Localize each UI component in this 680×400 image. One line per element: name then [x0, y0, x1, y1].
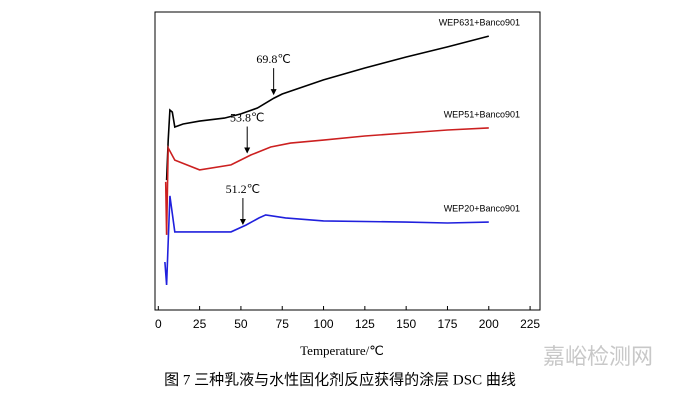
x-tick-label: 125: [355, 317, 375, 331]
x-tick-label: 25: [193, 317, 207, 331]
x-tick-label: 200: [479, 317, 499, 331]
x-tick-label: 0: [155, 317, 162, 331]
series-line: [164, 127, 489, 235]
x-tick-label: 225: [520, 317, 540, 331]
annotation-label: 53.8℃: [230, 110, 264, 124]
annotation-label: 69.8℃: [256, 52, 290, 66]
plot-frame: [154, 11, 541, 311]
series-label: WEP20+Banco901: [444, 203, 520, 213]
arrow-head: [270, 89, 277, 96]
watermark: 嘉峪检测网: [543, 345, 653, 370]
series-label: WEP51+Banco901: [444, 109, 520, 119]
x-tick-label: 50: [234, 317, 248, 331]
x-tick-label: 175: [437, 317, 457, 331]
caption: 图 7 三种乳液与水性固化剂反应获得的涂层 DSC 曲线: [164, 370, 516, 388]
x-tick-label: 100: [314, 317, 334, 331]
series-line: [165, 35, 490, 181]
x-axis-title: Temperature/℃: [300, 343, 384, 358]
series-label: WEP631+Banco901: [439, 18, 520, 28]
arrow-head: [239, 219, 246, 226]
annotation-label: 51.2℃: [226, 182, 260, 196]
x-tick-label: 75: [276, 317, 290, 331]
series-line: [164, 195, 489, 286]
x-tick-label: 150: [396, 317, 416, 331]
arrow-head: [244, 147, 251, 154]
